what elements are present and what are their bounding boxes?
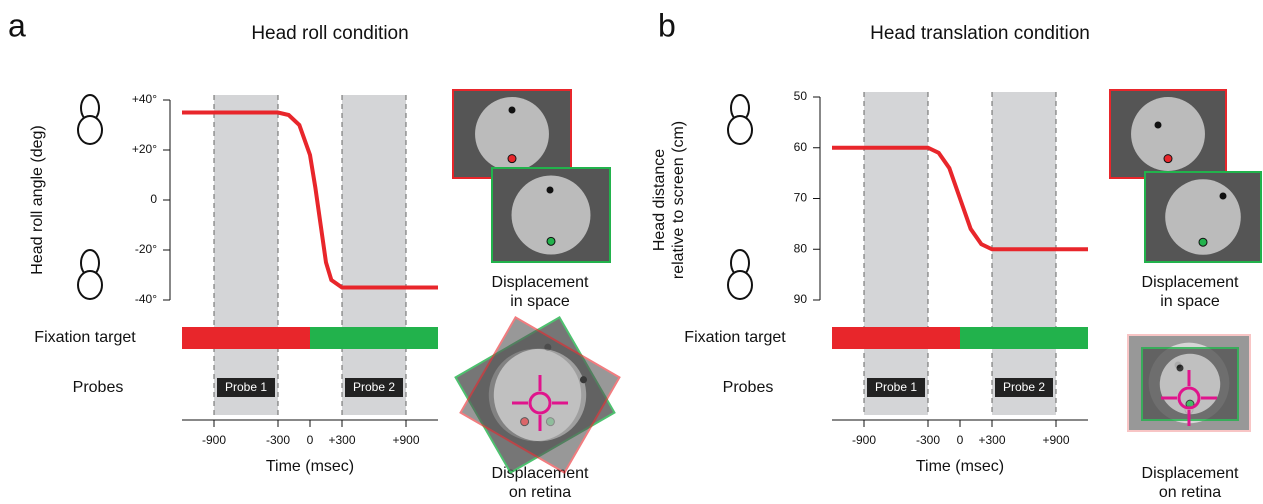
retina-caption: Displacement on retina — [492, 465, 589, 501]
x-tick-label: -300 — [916, 433, 940, 447]
x-tick-label: -900 — [202, 433, 226, 447]
figurine — [728, 271, 752, 299]
probe-dot — [1220, 193, 1227, 200]
fixation-segment — [832, 327, 960, 349]
screen — [1110, 90, 1226, 178]
space-caption-line: in space — [1160, 293, 1220, 310]
probe-dot — [547, 187, 554, 194]
y-tick-label: 90 — [794, 292, 808, 306]
figurine — [78, 271, 102, 299]
figurine — [78, 116, 102, 144]
screen — [453, 90, 571, 178]
screen — [1145, 172, 1261, 262]
probe-label: Probe 1 — [875, 380, 917, 394]
probe-dot — [509, 107, 516, 114]
y-tick-label: 80 — [794, 241, 808, 255]
y-tick-label: -20° — [135, 242, 157, 256]
page: a Head roll condition Probe 1 Probe 2 Probes… — [0, 0, 1263, 504]
space-caption-line: in space — [510, 293, 570, 310]
retina-caption-line: on retina — [509, 484, 571, 501]
fixation-dot — [1164, 155, 1172, 163]
y-tick-label: +40° — [132, 92, 157, 106]
probe-label: Probe 1 — [225, 380, 267, 394]
retina-caption-line: Displacement — [1142, 465, 1239, 482]
x-tick-label: +300 — [328, 433, 355, 447]
probe-label: Probe 2 — [353, 380, 395, 394]
probe-window — [992, 92, 1056, 415]
probe-window — [864, 92, 928, 415]
fixation-label: Fixation target — [684, 329, 786, 346]
fixation-segment — [960, 327, 1088, 349]
space-caption-line: Displacement — [1142, 274, 1239, 291]
fixation-segment — [310, 327, 438, 349]
y-tick-label: 0 — [150, 192, 157, 206]
y-axis-label-line: Head roll angle (deg) — [29, 125, 46, 274]
retina-caption-line: Displacement — [492, 465, 589, 482]
fixation-segment — [182, 327, 310, 349]
figurine — [728, 116, 752, 144]
space-caption-line: Displacement — [492, 274, 589, 291]
retina-caption: Displacement on retina — [1142, 465, 1239, 501]
fixation-label: Fixation target — [34, 329, 136, 346]
y-tick-label: 70 — [794, 191, 808, 205]
probe-dot — [1155, 122, 1162, 129]
x-tick-label: +900 — [392, 433, 419, 447]
y-tick-label: 50 — [794, 89, 808, 103]
space-caption: Displacement in space — [492, 274, 589, 310]
figure: a Head roll condition Probe 1 Probe 2 Probes… — [0, 0, 1263, 504]
panel-letter: b — [658, 7, 676, 43]
y-axis-label: Head roll angle (deg) — [29, 125, 46, 274]
x-tick-label: 0 — [957, 433, 964, 447]
probes-label: Probes — [723, 379, 774, 396]
probes-label: Probes — [73, 379, 124, 396]
panel-title: Head roll condition — [251, 23, 408, 44]
y-tick-label: +20° — [132, 142, 157, 156]
x-tick-label: +900 — [1042, 433, 1069, 447]
probe-label: Probe 2 — [1003, 380, 1045, 394]
y-axis-label-line: Head distance — [651, 149, 668, 251]
space-caption: Displacement in space — [1142, 274, 1239, 310]
fixation-dot — [1199, 238, 1207, 246]
x-tick-label: +300 — [978, 433, 1005, 447]
probe-window — [214, 95, 278, 415]
x-axis-label: Time (msec) — [916, 458, 1004, 475]
fixation-dot — [508, 155, 516, 163]
fixation-dot — [547, 237, 555, 245]
x-tick-label: 0 — [307, 433, 314, 447]
x-tick-label: -300 — [266, 433, 290, 447]
y-tick-label: 60 — [794, 140, 808, 154]
screen — [461, 317, 620, 472]
probe-dot — [1177, 365, 1184, 372]
panel-title: Head translation condition — [870, 23, 1090, 44]
probe-window — [342, 95, 406, 415]
screen — [492, 168, 610, 262]
x-tick-label: -900 — [852, 433, 876, 447]
x-axis-label: Time (msec) — [266, 458, 354, 475]
y-tick-label: -40° — [135, 292, 157, 306]
panel-letter: a — [8, 7, 26, 43]
retina-caption-line: on retina — [1159, 484, 1221, 501]
y-axis-label-line: relative to screen (cm) — [670, 121, 687, 279]
